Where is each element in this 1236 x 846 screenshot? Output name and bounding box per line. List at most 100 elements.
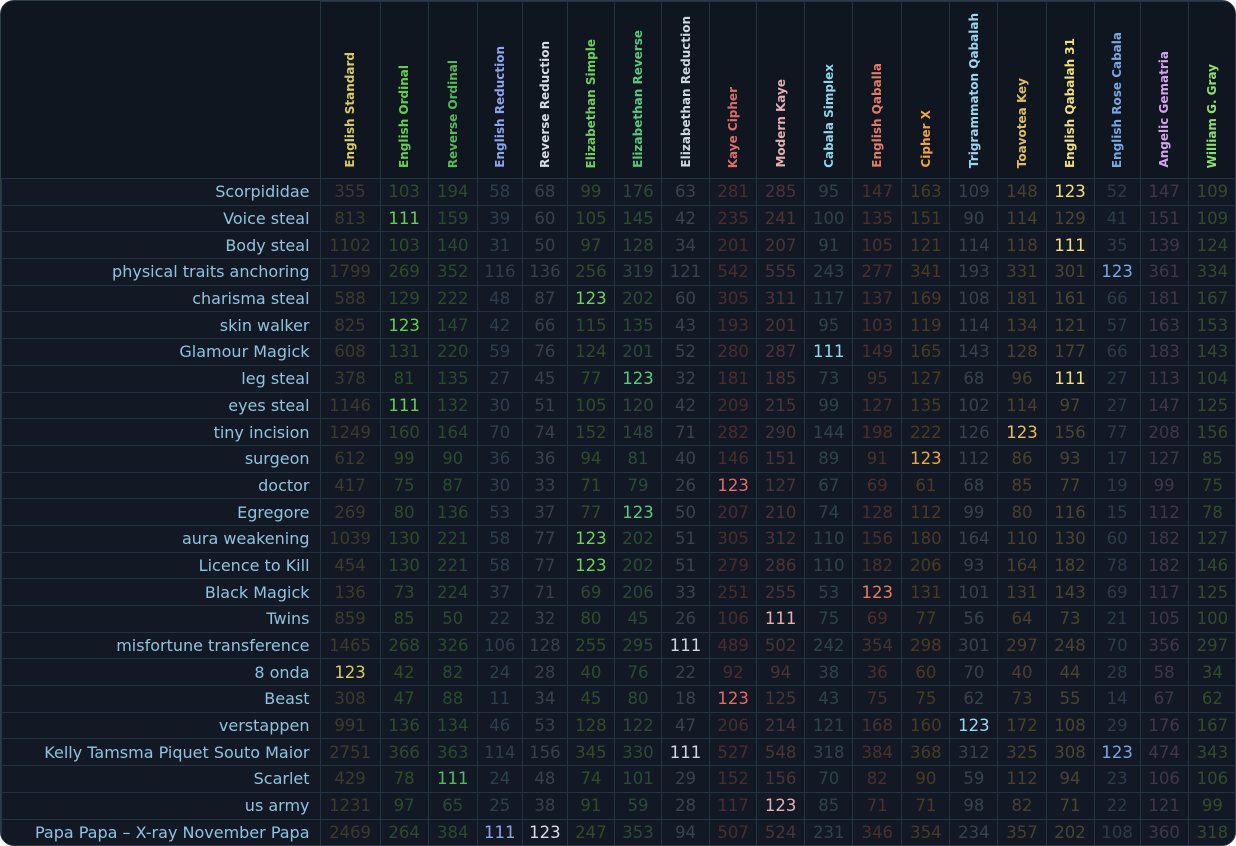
value-cell[interactable]: 355 [319,178,381,206]
value-cell[interactable]: 45 [613,605,663,633]
value-cell[interactable]: 134 [427,711,478,740]
value-cell[interactable]: 151 [1139,204,1189,233]
value-cell[interactable]: 132 [427,391,478,420]
value-cell[interactable]: 417 [319,471,381,500]
value-cell[interactable]: 136 [521,258,568,286]
value-cell[interactable]: 542 [709,258,758,286]
value-cell[interactable]: 130 [379,524,429,553]
value-cell[interactable]: 28 [521,658,568,687]
value-cell[interactable]: 176 [1139,711,1189,740]
value-cell[interactable]: 135 [852,204,903,233]
value-cell[interactable]: 1231 [319,791,381,820]
value-cell[interactable]: 209 [709,391,758,420]
value-cell[interactable]: 991 [319,711,381,740]
value-cell[interactable]: 111 [1045,364,1095,393]
value-cell[interactable]: 194 [427,178,478,206]
value-cell[interactable]: 70 [476,418,523,446]
value-cell[interactable]: 164 [949,524,999,553]
value-cell[interactable]: 66 [1093,338,1141,366]
value-cell[interactable]: 80 [379,498,429,526]
value-cell[interactable]: 115 [566,311,615,340]
value-cell[interactable]: 27 [1093,364,1141,393]
value-cell[interactable]: 168 [852,711,903,740]
value-cell[interactable]: 143 [949,338,999,366]
value-cell[interactable]: 1039 [319,524,381,553]
value-cell[interactable]: 243 [804,258,854,286]
value-cell[interactable]: 114 [997,204,1047,233]
value-cell[interactable]: 22 [476,605,523,633]
value-cell[interactable]: 33 [521,471,568,500]
value-cell[interactable]: 136 [379,711,429,740]
value-cell[interactable]: 206 [709,711,758,740]
value-cell[interactable]: 99 [1139,471,1189,500]
value-cell[interactable]: 193 [949,258,999,286]
value-cell[interactable]: 52 [660,338,711,366]
value-cell[interactable]: 176 [613,178,663,206]
value-cell[interactable]: 69 [852,471,903,500]
value-cell[interactable]: 42 [379,658,429,687]
value-cell[interactable]: 123 [1045,178,1095,206]
phrase-label[interactable]: verstappen [1,711,321,740]
value-cell[interactable]: 90 [427,444,478,473]
value-cell[interactable]: 2469 [319,818,381,845]
value-cell[interactable]: 128 [613,231,663,260]
value-cell[interactable]: 100 [804,204,854,233]
value-cell[interactable]: 361 [1139,258,1189,286]
value-cell[interactable]: 318 [804,738,854,767]
value-cell[interactable]: 102 [949,391,999,420]
value-cell[interactable]: 82 [852,765,903,793]
value-cell[interactable]: 74 [521,418,568,446]
value-cell[interactable]: 159 [427,204,478,233]
value-cell[interactable]: 1249 [319,418,381,446]
value-cell[interactable]: 123 [566,284,615,313]
value-cell[interactable]: 94 [566,444,615,473]
value-cell[interactable]: 548 [756,738,806,767]
value-cell[interactable]: 55 [1045,685,1095,713]
value-cell[interactable]: 185 [756,364,806,393]
value-cell[interactable]: 181 [709,364,758,393]
value-cell[interactable]: 131 [379,338,429,366]
value-cell[interactable]: 30 [476,471,523,500]
value-cell[interactable]: 91 [852,444,903,473]
value-cell[interactable]: 112 [901,498,951,526]
value-cell[interactable]: 305 [709,524,758,553]
cipher-header-english-standard[interactable]: English Standard [319,1,381,179]
value-cell[interactable]: 34 [660,231,711,260]
phrase-label[interactable]: skin walker [1,311,321,340]
value-cell[interactable]: 220 [427,338,478,366]
value-cell[interactable]: 111 [756,605,806,633]
value-cell[interactable]: 1146 [319,391,381,420]
value-cell[interactable]: 45 [566,685,615,713]
value-cell[interactable]: 40 [997,658,1047,687]
value-cell[interactable]: 206 [613,578,663,606]
value-cell[interactable]: 202 [613,284,663,313]
value-cell[interactable]: 111 [476,818,523,845]
value-cell[interactable]: 612 [319,444,381,473]
value-cell[interactable]: 145 [613,204,663,233]
value-cell[interactable]: 164 [427,418,478,446]
value-cell[interactable]: 287 [756,338,806,366]
value-cell[interactable]: 92 [709,658,758,687]
value-cell[interactable]: 114 [949,231,999,260]
value-cell[interactable]: 325 [997,738,1047,767]
value-cell[interactable]: 87 [427,471,478,500]
value-cell[interactable]: 108 [949,284,999,313]
value-cell[interactable]: 143 [1045,578,1095,606]
phrase-label[interactable]: Twins [1,605,321,633]
phrase-label[interactable]: Scorpididae [1,178,321,206]
value-cell[interactable]: 206 [901,551,951,580]
value-cell[interactable]: 112 [997,765,1047,793]
value-cell[interactable]: 172 [997,711,1047,740]
value-cell[interactable]: 70 [804,765,854,793]
value-cell[interactable]: 326 [427,631,478,660]
value-cell[interactable]: 352 [427,258,478,286]
value-cell[interactable]: 35 [1093,231,1141,260]
value-cell[interactable]: 66 [1093,284,1141,313]
value-cell[interactable]: 62 [1187,685,1235,713]
value-cell[interactable]: 31 [476,231,523,260]
value-cell[interactable]: 39 [476,204,523,233]
value-cell[interactable]: 129 [379,284,429,313]
phrase-label[interactable]: leg steal [1,364,321,393]
phrase-label[interactable]: Scarlet [1,765,321,793]
value-cell[interactable]: 182 [852,551,903,580]
